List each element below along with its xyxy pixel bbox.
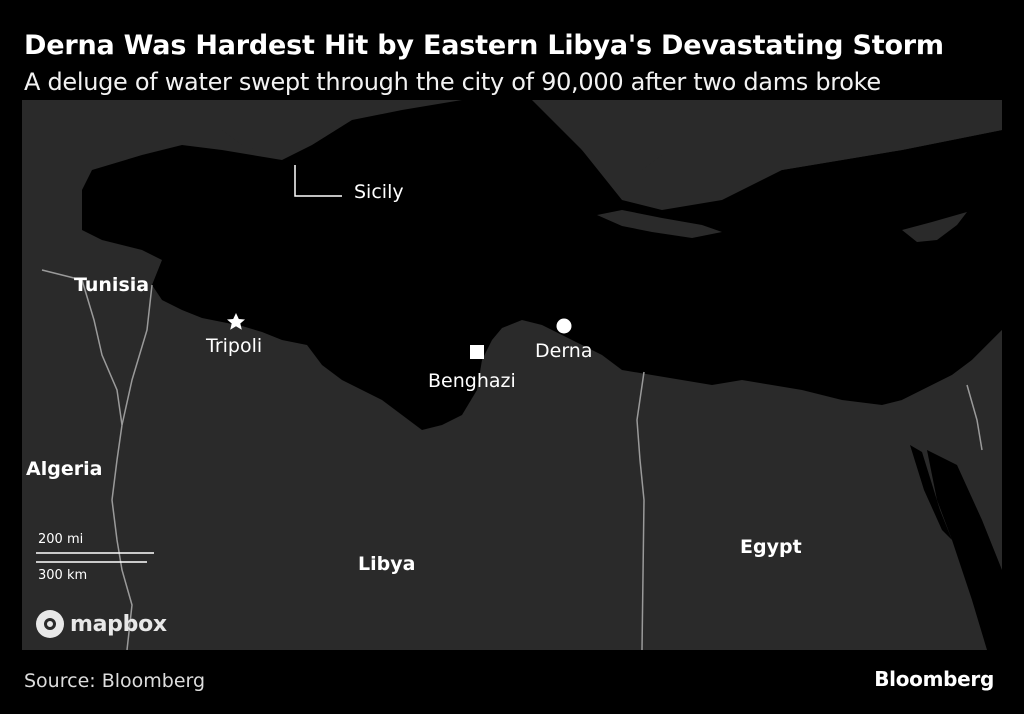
derna-circle-icon <box>556 318 572 334</box>
city-label-tripoli: Tripoli <box>206 335 263 357</box>
bloomberg-logo: Bloomberg <box>874 667 994 691</box>
sicily-island <box>212 100 307 155</box>
algeria-libya-border <box>111 424 133 650</box>
country-label-egypt: Egypt <box>740 536 802 558</box>
chart-subtitle: A deluge of water swept through the city… <box>24 68 881 96</box>
levant-land <box>902 330 1002 460</box>
scale-label-miles: 200 mi <box>38 532 84 547</box>
egypt-israel-border <box>966 384 983 451</box>
red-sea <box>927 450 1002 650</box>
libya-egypt-border <box>636 371 645 650</box>
tripoli-star-icon <box>227 313 245 330</box>
country-label-algeria: Algeria <box>26 458 103 480</box>
tunisia-libya-border <box>121 284 153 426</box>
country-label-tunisia: Tunisia <box>74 274 150 296</box>
mapbox-logo-icon <box>36 610 64 638</box>
gulf-of-suez <box>910 445 952 540</box>
city-label-benghazi: Benghazi <box>428 370 516 392</box>
mapbox-wordmark: mapbox <box>70 611 167 637</box>
benghazi-square-icon <box>470 345 484 359</box>
map-panel[interactable]: Sicily Tunisia Tripoli Derna Benghazi Al… <box>22 100 1002 650</box>
sicily-leader-line <box>294 165 342 197</box>
greece-land <box>532 100 722 180</box>
scale-label-km: 300 km <box>38 568 88 583</box>
algeria-tunisia-border <box>41 269 123 426</box>
cyprus-island <box>902 212 967 242</box>
source-note: Source: Bloomberg <box>24 670 206 692</box>
crete-island <box>597 210 722 238</box>
turkey-land <box>722 100 1002 170</box>
country-label-libya: Libya <box>358 553 416 575</box>
mapbox-attribution[interactable]: mapbox <box>36 608 167 640</box>
city-label-derna: Derna <box>535 340 593 362</box>
map-canvas <box>36 100 1002 650</box>
mediterranean-sea <box>82 100 1002 430</box>
chart-title: Derna Was Hardest Hit by Eastern Libya's… <box>24 30 944 61</box>
city-label-sicily: Sicily <box>354 181 404 203</box>
country-borders <box>41 269 983 650</box>
